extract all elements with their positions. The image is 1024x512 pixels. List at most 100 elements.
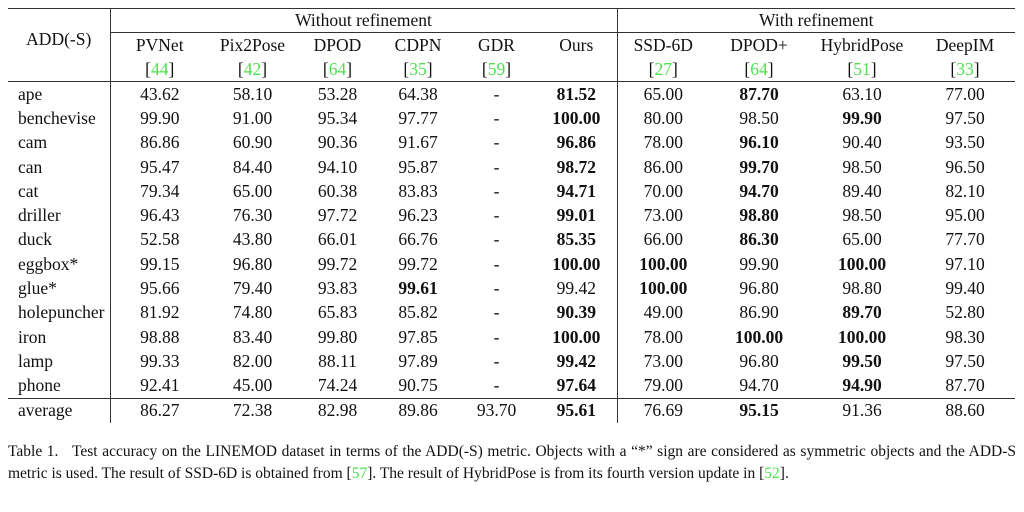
value: 79.34 <box>140 180 180 201</box>
value: 88.60 <box>945 400 985 421</box>
table-cell: 98.80 <box>709 203 809 227</box>
value: 76.30 <box>232 205 273 226</box>
table-cell: 100.00 <box>809 252 915 276</box>
citation-link[interactable]: [52] <box>759 465 785 482</box>
best-value: 96.10 <box>739 132 779 153</box>
citation-number[interactable]: 64 <box>328 58 347 79</box>
column-citation[interactable]: [35] <box>379 57 457 82</box>
citation-number[interactable]: 57 <box>351 465 368 482</box>
best-value: 85.35 <box>556 229 596 250</box>
column-citation[interactable]: [51] <box>809 57 915 82</box>
table-cell: 93.70 <box>457 397 536 423</box>
table-cell: 78.00 <box>617 325 709 349</box>
table-cell: 98.50 <box>809 155 915 179</box>
table-cell: 95.61 <box>536 397 618 423</box>
best-value: 97.64 <box>556 375 596 396</box>
table-row: ape 43.62 58.10 53.28 64.38 - 81.52 65.00 87.70 6… <box>8 81 1015 107</box>
table-cell: 65.00 <box>809 228 915 252</box>
value: 84.40 <box>232 156 273 177</box>
table-cell: 43.80 <box>209 228 296 252</box>
citation-number[interactable]: 44 <box>151 58 169 79</box>
table-cell: 81.52 <box>536 81 618 107</box>
column-citation[interactable]: [33] <box>915 57 1015 82</box>
value: 93.83 <box>317 278 358 299</box>
value: 97.50 <box>945 350 985 371</box>
value: 94.10 <box>317 156 358 177</box>
table-cell: 99.72 <box>296 252 379 276</box>
value: 86.86 <box>140 132 180 153</box>
table-cell: 49.00 <box>617 301 709 325</box>
best-value: 94.70 <box>739 180 779 201</box>
citation-number[interactable]: 35 <box>409 58 427 79</box>
table-cell: 99.80 <box>296 325 379 349</box>
value: 91.00 <box>232 107 273 128</box>
best-value: 100.00 <box>837 253 887 274</box>
table-cell: 87.70 <box>915 374 1015 399</box>
citation-link[interactable]: [51] <box>847 58 877 79</box>
column-citation[interactable]: [27] <box>617 57 709 82</box>
value: - <box>493 205 500 226</box>
table-row: cat 79.34 65.00 60.38 83.83 - 94.71 70.00 94.70 8… <box>8 179 1015 204</box>
value: 66.01 <box>317 229 358 250</box>
best-value: 98.72 <box>556 156 596 177</box>
value: 88.11 <box>318 350 357 371</box>
value: 80.00 <box>643 107 683 128</box>
table-cell: 66.00 <box>617 228 709 252</box>
citation-number[interactable]: 42 <box>243 58 262 79</box>
citation-link[interactable]: [44] <box>145 58 175 79</box>
value: 82.98 <box>317 400 358 421</box>
column-citation[interactable]: [64] <box>709 57 809 82</box>
column-citation[interactable]: [42] <box>209 57 296 82</box>
value: 83.40 <box>232 326 273 347</box>
citation-link[interactable]: [59] <box>481 58 512 79</box>
table-cell: 94.71 <box>536 179 618 204</box>
citation-number[interactable]: 52 <box>764 465 780 482</box>
table-cell: 65.00 <box>617 82 709 107</box>
citation-number[interactable]: 33 <box>956 58 974 79</box>
citation-link[interactable]: [42] <box>237 58 268 79</box>
table-cell: 76.69 <box>617 397 709 423</box>
table-cell: 93.83 <box>296 276 379 300</box>
table-cell: 100.00 <box>617 276 709 300</box>
citation-number[interactable]: 51 <box>853 58 871 79</box>
best-value: 99.42 <box>556 350 596 371</box>
citation-link[interactable]: [64] <box>744 58 774 79</box>
row-label: eggbox* <box>8 252 111 277</box>
citation-link[interactable]: [35] <box>403 58 433 79</box>
column-citation[interactable]: [44] <box>110 57 209 82</box>
table-cell: 95.66 <box>110 276 209 300</box>
table-cell: - <box>457 228 536 252</box>
citation-link[interactable]: [57] <box>346 465 373 482</box>
value: 86.27 <box>140 400 180 421</box>
citation-number[interactable]: 59 <box>487 58 506 79</box>
table-cell: 99.15 <box>110 252 209 276</box>
table-cell: 78.00 <box>617 131 709 155</box>
citation-link[interactable]: [33] <box>950 58 980 79</box>
citation-link[interactable]: [64] <box>322 58 353 79</box>
value: 96.43 <box>140 205 180 226</box>
value: 65.00 <box>842 229 882 250</box>
table-cell: 70.00 <box>617 179 709 203</box>
row-label: iron <box>8 324 111 350</box>
value: 96.80 <box>232 253 273 274</box>
value: 86.90 <box>739 302 779 323</box>
column-citation[interactable]: [59] <box>457 57 536 82</box>
citation-link[interactable]: [27] <box>648 58 678 79</box>
value: 52.80 <box>945 302 985 323</box>
citation-number[interactable]: 64 <box>750 58 768 79</box>
value: 82.10 <box>945 180 985 201</box>
column-citation[interactable]: [64] <box>296 57 379 82</box>
value: 99.90 <box>739 253 779 274</box>
table-cell: 90.36 <box>296 131 379 155</box>
value: 79.00 <box>643 375 683 396</box>
value: 94.70 <box>739 375 779 396</box>
table-row: cam 86.86 60.90 90.36 91.67 - 96.86 78.00 96.10 9… <box>8 130 1015 155</box>
best-value: 90.39 <box>556 302 596 323</box>
value: 99.90 <box>140 107 180 128</box>
value: 77.70 <box>945 229 985 250</box>
table-cell: - <box>457 155 536 179</box>
table-row: lamp 99.33 82.00 88.11 97.89 - 99.42 73.00 96.80… <box>8 349 1015 374</box>
table-cell: 100.00 <box>617 252 709 276</box>
citation-number[interactable]: 27 <box>654 58 673 79</box>
table-cell: - <box>457 349 536 373</box>
